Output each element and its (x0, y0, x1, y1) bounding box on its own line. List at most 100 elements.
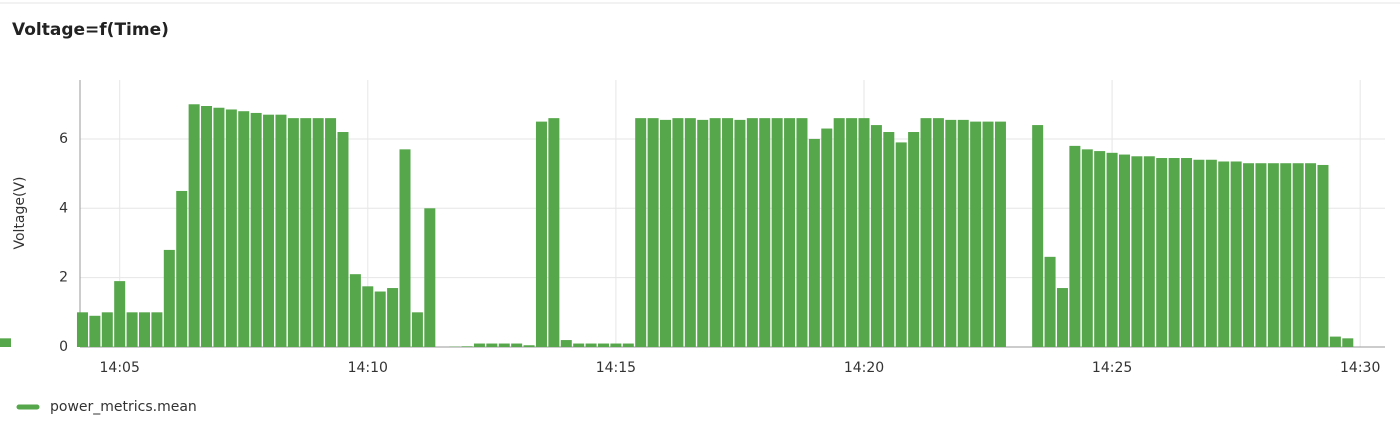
bar (908, 132, 919, 347)
bar (325, 118, 336, 347)
x-tick-label: 14:30 (1340, 360, 1380, 376)
bar (1107, 153, 1118, 347)
bar (710, 118, 721, 347)
bar (486, 344, 497, 347)
y-tick-label: 6 (59, 131, 68, 147)
x-tick-label: 14:20 (844, 360, 884, 376)
bar (1280, 163, 1291, 347)
bar (313, 118, 324, 347)
bar (635, 118, 646, 347)
bar (288, 118, 299, 347)
bar (499, 344, 510, 347)
bar (734, 120, 745, 347)
bar (275, 115, 286, 347)
bar (350, 274, 361, 347)
y-tick-label: 0 (59, 339, 68, 355)
bar (127, 312, 138, 347)
x-tick-label: 14:05 (100, 360, 140, 376)
bar (89, 316, 100, 347)
bar (1082, 149, 1093, 347)
bar (1293, 163, 1304, 347)
bar (883, 132, 894, 347)
bar (1218, 161, 1229, 347)
y-tick-label: 2 (59, 270, 68, 286)
x-tick-label: 14:10 (348, 360, 388, 376)
bar (524, 345, 535, 347)
bar (921, 118, 932, 347)
bar (1231, 161, 1242, 347)
bar (796, 118, 807, 347)
bar (697, 120, 708, 347)
bar (189, 104, 200, 347)
bar (77, 312, 88, 347)
bar (945, 120, 956, 347)
bar (623, 344, 634, 347)
bar (1305, 163, 1316, 347)
y-tick-label: 4 (59, 200, 68, 216)
bar (0, 338, 11, 347)
bar (1057, 288, 1068, 347)
bar (672, 118, 683, 347)
bar (1330, 337, 1341, 347)
x-tick-label: 14:25 (1092, 360, 1132, 376)
bar (722, 118, 733, 347)
bar (573, 344, 584, 347)
bar (300, 118, 311, 347)
bar (548, 118, 559, 347)
bar (375, 292, 386, 347)
bar (685, 118, 696, 347)
bar (933, 118, 944, 347)
bar (1342, 338, 1353, 347)
bar (201, 106, 212, 347)
bar (759, 118, 770, 347)
y-axis-label: Voltage(V) (12, 176, 28, 249)
bar (114, 281, 125, 347)
bar (1144, 156, 1155, 347)
bar (598, 344, 609, 347)
bar (858, 118, 869, 347)
bar (660, 120, 671, 347)
bar (846, 118, 857, 347)
bar (995, 122, 1006, 347)
bar (1181, 158, 1192, 347)
bar (362, 286, 373, 347)
bar (586, 344, 597, 347)
x-tick-label: 14:15 (596, 360, 636, 376)
bar (834, 118, 845, 347)
bar (1268, 163, 1279, 347)
bar (1243, 163, 1254, 347)
bar (784, 118, 795, 347)
bar (213, 108, 224, 347)
bar (871, 125, 882, 347)
bar (809, 139, 820, 347)
bar (1131, 156, 1142, 347)
bar (1255, 163, 1266, 347)
bar (1094, 151, 1105, 347)
bar (648, 118, 659, 347)
bar (387, 288, 398, 347)
bar (251, 113, 262, 347)
bar (561, 340, 572, 347)
bar (1169, 158, 1180, 347)
bar (1119, 155, 1130, 347)
bar (896, 142, 907, 347)
bar (1156, 158, 1167, 347)
bar (958, 120, 969, 347)
bar (821, 129, 832, 347)
bar (226, 109, 237, 347)
bar (176, 191, 187, 347)
bar (412, 312, 423, 347)
bar (1317, 165, 1328, 347)
bar (102, 312, 113, 347)
bar (536, 122, 547, 347)
bar (1032, 125, 1043, 347)
legend-label: power_metrics.mean (50, 399, 197, 415)
bar (238, 111, 249, 347)
bar (151, 312, 162, 347)
chart-title: Voltage=f(Time) (12, 20, 169, 40)
bar (337, 132, 348, 347)
bar (263, 115, 274, 347)
bar (747, 118, 758, 347)
bar (511, 344, 522, 347)
